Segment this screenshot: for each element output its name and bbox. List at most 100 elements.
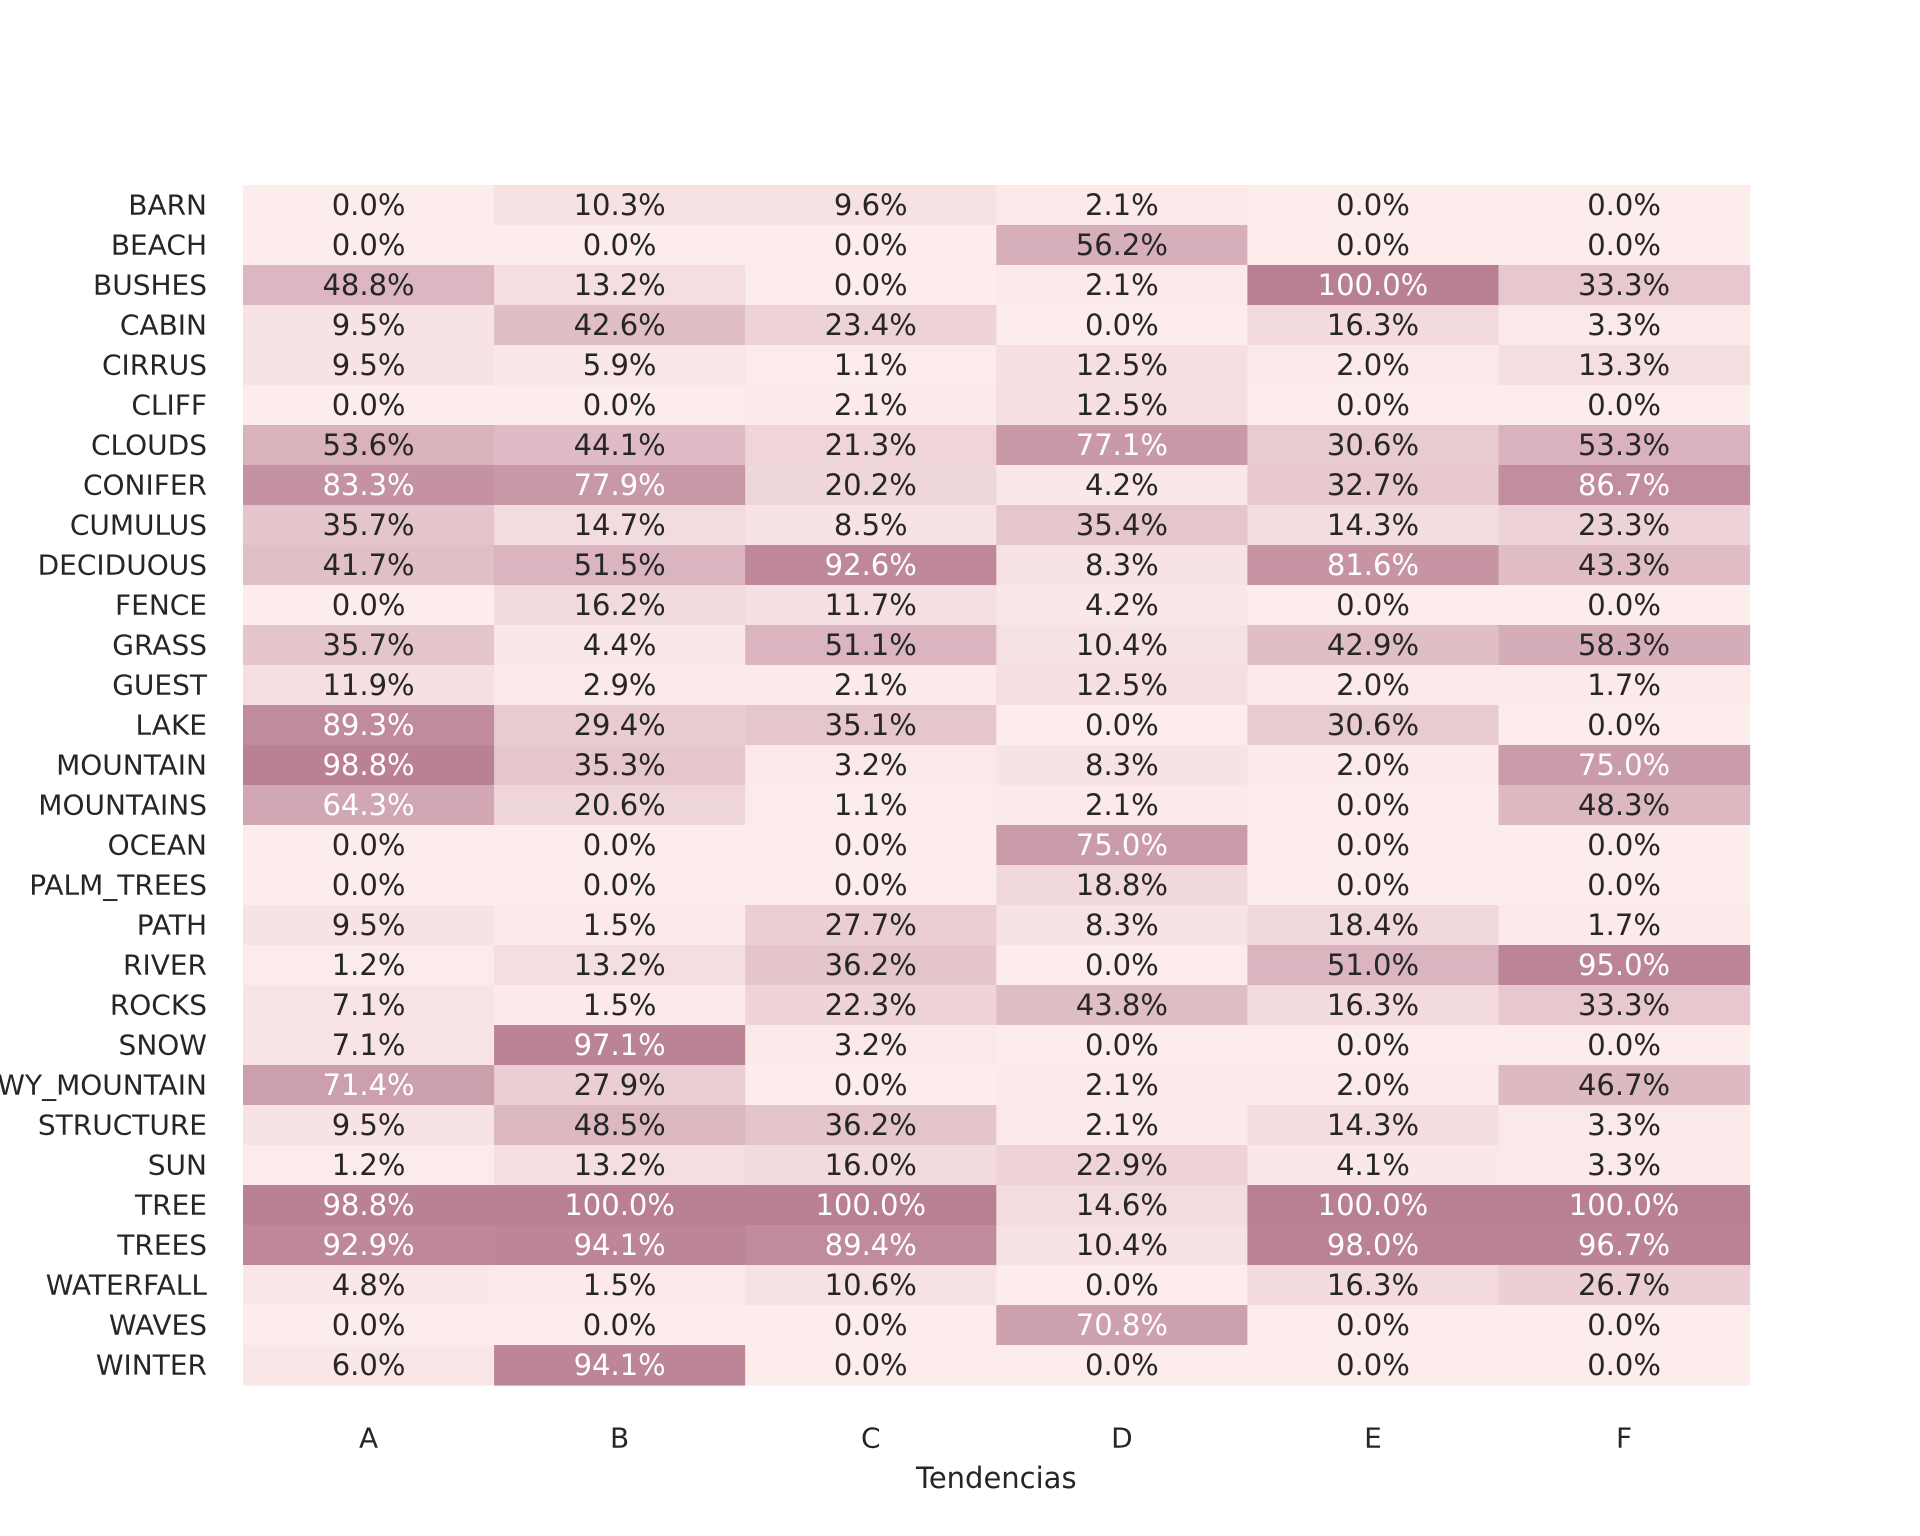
cell-label-cirrus-e: 2.0% bbox=[1336, 348, 1410, 382]
row-label-fence: FENCE bbox=[115, 589, 207, 622]
heatmap-cell-winter-c bbox=[745, 1345, 997, 1386]
heatmap-cell-grass-e bbox=[1247, 625, 1500, 666]
row-labels: BARN BEACH BUSHES CABIN CIRRUS CLIFF CLOUDS CON… bbox=[0, 189, 208, 1382]
cell-label-beach-b: 0.0% bbox=[583, 228, 657, 262]
cell-label-beach-e: 0.0% bbox=[1336, 228, 1410, 262]
cell-label-river-a: 1.2% bbox=[332, 948, 406, 982]
cell-label-ocean-c: 0.0% bbox=[834, 828, 908, 862]
heatmap-cell-lake-d bbox=[996, 705, 1248, 746]
heatmap-cell-mountains-f bbox=[1498, 785, 1751, 826]
heatmap-cell-lake-e bbox=[1247, 705, 1500, 746]
cell-label-lake-d: 0.0% bbox=[1085, 708, 1159, 742]
row-label-waves: WAVES bbox=[109, 1309, 207, 1342]
heatmap-cell-trees-a bbox=[243, 1225, 495, 1266]
cell-label-bushes-a: 48.8% bbox=[322, 268, 414, 302]
cell-label-trees-f: 96.7% bbox=[1578, 1228, 1670, 1262]
cell-label-grass-b: 4.4% bbox=[583, 628, 657, 662]
cell-label-waterfall-a: 4.8% bbox=[332, 1268, 406, 1302]
cell-label-guest-d: 12.5% bbox=[1076, 668, 1168, 702]
cell-label-snowy-mountain-e: 2.0% bbox=[1336, 1068, 1410, 1102]
cell-label-waves-f: 0.0% bbox=[1587, 1308, 1661, 1342]
row-label-structure: STRUCTURE bbox=[38, 1109, 207, 1142]
cell-label-barn-f: 0.0% bbox=[1587, 188, 1661, 222]
column-label-a: A bbox=[359, 1422, 378, 1455]
heatmap-cell-cumulus-a bbox=[243, 505, 495, 546]
cell-label-structure-b: 48.5% bbox=[574, 1108, 666, 1142]
heatmap-cell-deciduous-c bbox=[745, 545, 997, 586]
heatmap-cell-tree-b bbox=[494, 1185, 746, 1226]
cell-label-bushes-f: 33.3% bbox=[1578, 268, 1670, 302]
heatmap-cell-palm-trees-b bbox=[494, 865, 746, 906]
row-label-sun: SUN bbox=[148, 1149, 207, 1182]
heatmap-cell-mountain-f bbox=[1498, 745, 1751, 786]
heatmap-cell-structure-c bbox=[745, 1105, 997, 1146]
cell-label-clouds-e: 30.6% bbox=[1327, 428, 1419, 462]
row-label-clouds: CLOUDS bbox=[91, 429, 207, 462]
cell-label-waterfall-d: 0.0% bbox=[1085, 1268, 1159, 1302]
heatmap-cell-snowy-mountain-a bbox=[243, 1065, 495, 1106]
heatmap-cell-snowy-mountain-f bbox=[1498, 1065, 1751, 1106]
cell-label-winter-d: 0.0% bbox=[1085, 1348, 1159, 1382]
heatmap-cell-trees-c bbox=[745, 1225, 997, 1266]
cell-label-structure-a: 9.5% bbox=[332, 1108, 406, 1142]
heatmap-cell-sun-e bbox=[1247, 1145, 1500, 1186]
cell-label-bushes-d: 2.1% bbox=[1085, 268, 1159, 302]
heatmap-cell-snow-f bbox=[1498, 1025, 1751, 1066]
cell-label-tree-f: 100.0% bbox=[1569, 1188, 1680, 1222]
cell-label-cliff-c: 2.1% bbox=[834, 388, 908, 422]
heatmap-cell-rocks-b bbox=[494, 985, 746, 1026]
heatmap-cell-cirrus-c bbox=[745, 345, 997, 386]
heatmap-cell-barn-e bbox=[1247, 185, 1500, 226]
heatmap-cell-bushes-b bbox=[494, 265, 746, 306]
x-axis-title: Tendencias bbox=[915, 1461, 1077, 1495]
heatmap-cell-rocks-f bbox=[1498, 985, 1751, 1026]
cell-label-beach-c: 0.0% bbox=[834, 228, 908, 262]
cell-label-mountains-a: 64.3% bbox=[322, 788, 414, 822]
cell-label-lake-b: 29.4% bbox=[574, 708, 666, 742]
cell-label-cumulus-e: 14.3% bbox=[1327, 508, 1419, 542]
heatmap-cell-waterfall-f bbox=[1498, 1265, 1751, 1306]
cell-label-tree-e: 100.0% bbox=[1318, 1188, 1429, 1222]
heatmap-cell-beach-d bbox=[996, 225, 1248, 266]
cell-label-guest-a: 11.9% bbox=[322, 668, 414, 702]
row-label-barn: BARN bbox=[128, 189, 207, 222]
cell-label-cumulus-c: 8.5% bbox=[834, 508, 908, 542]
cell-label-sun-b: 13.2% bbox=[574, 1148, 666, 1182]
cell-label-ocean-f: 0.0% bbox=[1587, 828, 1661, 862]
heatmap-cell-snowy-mountain-e bbox=[1247, 1065, 1500, 1106]
heatmap-cell-guest-e bbox=[1247, 665, 1500, 706]
heatmap-cell-deciduous-f bbox=[1498, 545, 1751, 586]
heatmap-cell-lake-a bbox=[243, 705, 495, 746]
heatmap-cell-deciduous-b bbox=[494, 545, 746, 586]
cell-label-conifer-a: 83.3% bbox=[322, 468, 414, 502]
column-label-e: E bbox=[1364, 1422, 1382, 1455]
cell-label-cabin-e: 16.3% bbox=[1327, 308, 1419, 342]
column-label-c: C bbox=[861, 1422, 881, 1455]
cell-label-cumulus-f: 23.3% bbox=[1578, 508, 1670, 542]
cell-label-structure-d: 2.1% bbox=[1085, 1108, 1159, 1142]
cell-label-fence-c: 11.7% bbox=[825, 588, 917, 622]
cell-label-trees-d: 10.4% bbox=[1076, 1228, 1168, 1262]
cell-label-snowy-mountain-b: 27.9% bbox=[574, 1068, 666, 1102]
cell-label-mountains-c: 1.1% bbox=[834, 788, 908, 822]
heatmap-cell-mountains-e bbox=[1247, 785, 1500, 826]
cell-label-beach-a: 0.0% bbox=[332, 228, 406, 262]
cell-label-clouds-a: 53.6% bbox=[322, 428, 414, 462]
cell-label-cabin-b: 42.6% bbox=[574, 308, 666, 342]
cell-label-beach-f: 0.0% bbox=[1587, 228, 1661, 262]
cell-label-grass-e: 42.9% bbox=[1327, 628, 1419, 662]
heatmap-cell-barn-a bbox=[243, 185, 495, 226]
row-label-cirrus: CIRRUS bbox=[102, 349, 207, 382]
heatmap-cell-conifer-d bbox=[996, 465, 1248, 506]
cell-label-palm-trees-d: 18.8% bbox=[1076, 868, 1168, 902]
cell-label-lake-a: 89.3% bbox=[322, 708, 414, 742]
cell-label-trees-c: 89.4% bbox=[825, 1228, 917, 1262]
cell-label-lake-e: 30.6% bbox=[1327, 708, 1419, 742]
cell-label-winter-c: 0.0% bbox=[834, 1348, 908, 1382]
heatmap-cell-structure-e bbox=[1247, 1105, 1500, 1146]
heatmap-cell-rocks-e bbox=[1247, 985, 1500, 1026]
cell-label-path-e: 18.4% bbox=[1327, 908, 1419, 942]
cell-label-clouds-b: 44.1% bbox=[574, 428, 666, 462]
row-label-waterfall: WATERFALL bbox=[46, 1269, 208, 1302]
cell-label-bushes-c: 0.0% bbox=[834, 268, 908, 302]
